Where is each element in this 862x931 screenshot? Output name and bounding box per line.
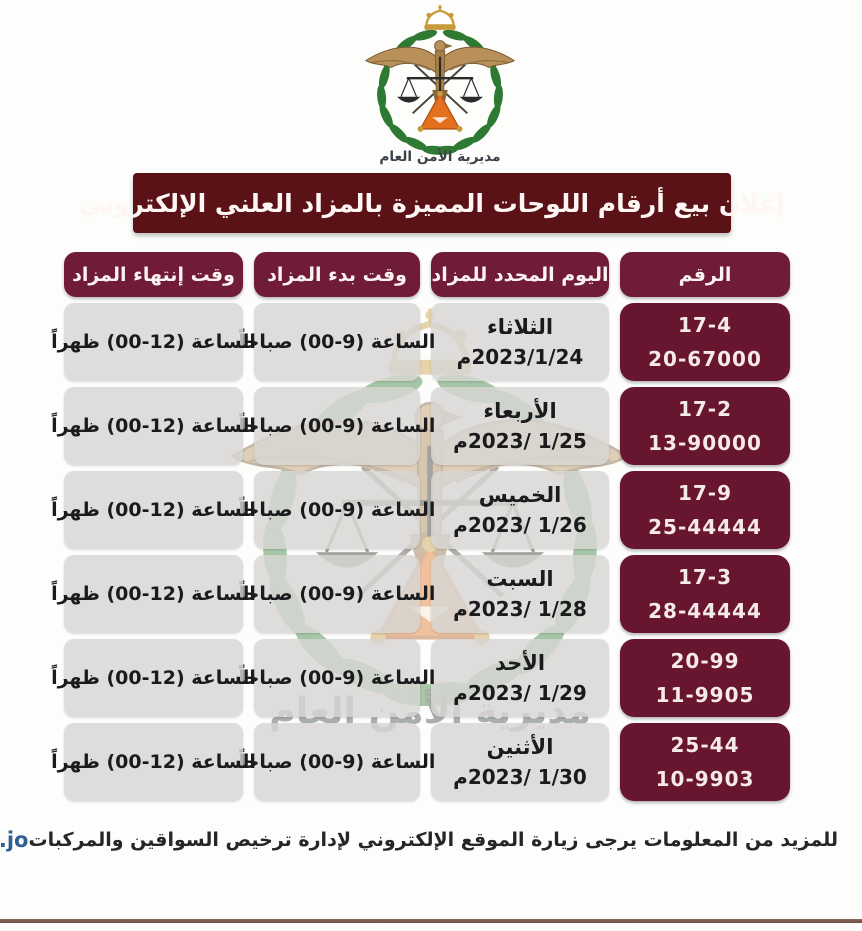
auction-date: م2023/ 1/30 <box>453 765 587 789</box>
auction-date: م2023/ 1/29 <box>453 681 587 705</box>
plate-number-cell: 25-44 10-9903 <box>620 723 790 801</box>
plate-number-cell: 20-99 11-9905 <box>620 639 790 717</box>
end-time-cell: الساعة (12-00) ظهراً <box>51 723 256 801</box>
auction-day-cell: الخميس م2023/ 1/26 <box>431 471 609 549</box>
end-time-cell: الساعة (12-00) ظهراً <box>51 471 256 549</box>
footer-text: للمزيد من المعلومات يرجى زيارة الموقع ال… <box>28 829 838 851</box>
end-time-cell: الساعة (12-00) ظهراً <box>51 555 256 633</box>
plate-number-cell: 17-4 20-67000 <box>620 303 790 381</box>
auction-date: م2023/ 1/25 <box>453 429 587 453</box>
start-time-cell: الساعة (9-00) صباحاً <box>239 303 435 381</box>
psd-emblem-logo: مديرية الأمن العام <box>364 3 516 167</box>
auction-day-cell: الثلاثاء م2023/1/24 <box>431 303 609 381</box>
day-name: الأثنين <box>486 735 554 759</box>
auction-day-cell: السبت م2023/ 1/28 <box>431 555 609 633</box>
end-time-cell: الساعة (12-00) ظهراً <box>51 303 256 381</box>
plate-number-cell: 17-3 28-44444 <box>620 555 790 633</box>
plate-number-bottom: 11-9905 <box>655 682 755 707</box>
plate-number-cell: 17-9 25-44444 <box>620 471 790 549</box>
start-time-cell: الساعة (9-00) صباحاً <box>239 387 435 465</box>
plate-number-top: 17-3 <box>677 565 733 590</box>
plate-number-top: 17-2 <box>677 397 733 422</box>
title-banner: إعلان بيع أرقام اللوحات المميزة بالمزاد … <box>79 173 785 233</box>
plate-number-bottom: 28-44444 <box>648 598 762 623</box>
auction-date: م2023/1/24 <box>456 345 584 369</box>
header-number: الرقم <box>620 252 790 297</box>
plate-number-bottom: 20-67000 <box>648 346 762 371</box>
auction-day-cell: الأربعاء م2023/ 1/25 <box>431 387 609 465</box>
plate-number-top: 17-4 <box>677 313 733 338</box>
start-time-cell: الساعة (9-00) صباحاً <box>239 723 435 801</box>
start-time-cell: الساعة (9-00) صباحاً <box>239 555 435 633</box>
auction-table: الرقم اليوم المحدد للمزاد وقت بدء المزاد… <box>51 252 790 801</box>
plate-number-cell: 17-2 13-90000 <box>620 387 790 465</box>
plate-number-top: 25-44 <box>670 733 740 758</box>
plate-number-top: 17-9 <box>677 481 733 506</box>
header-auction-day: اليوم المحدد للمزاد <box>431 252 609 297</box>
plate-number-bottom: 13-90000 <box>648 430 762 455</box>
auction-date: م2023/ 1/26 <box>453 513 587 537</box>
auction-day-cell: الأحد م2023/ 1/29 <box>431 639 609 717</box>
day-name: الخميس <box>478 483 562 507</box>
start-time-cell: الساعة (9-00) صباحاً <box>239 639 435 717</box>
website-link[interactable]: www.dvld.gov.jo <box>0 828 29 852</box>
end-time-cell: الساعة (12-00) ظهراً <box>51 387 256 465</box>
plate-number-top: 20-99 <box>670 649 740 674</box>
bottom-border <box>0 919 862 923</box>
header-start-time: وقت بدء المزاد <box>254 252 420 297</box>
auction-day-cell: الأثنين م2023/ 1/30 <box>431 723 609 801</box>
day-name: السبت <box>486 567 554 591</box>
start-time-cell: الساعة (9-00) صباحاً <box>239 471 435 549</box>
footer-note: للمزيد من المعلومات يرجى زيارة الموقع ال… <box>0 818 838 862</box>
day-name: الأحد <box>494 651 546 675</box>
header-end-time: وقت إنتهاء المزاد <box>64 252 243 297</box>
auction-date: م2023/ 1/28 <box>453 597 587 621</box>
plate-number-bottom: 25-44444 <box>648 514 762 539</box>
end-time-cell: الساعة (12-00) ظهراً <box>51 639 256 717</box>
day-name: الثلاثاء <box>486 315 554 339</box>
plate-number-bottom: 10-9903 <box>655 766 755 791</box>
day-name: الأربعاء <box>483 399 557 423</box>
